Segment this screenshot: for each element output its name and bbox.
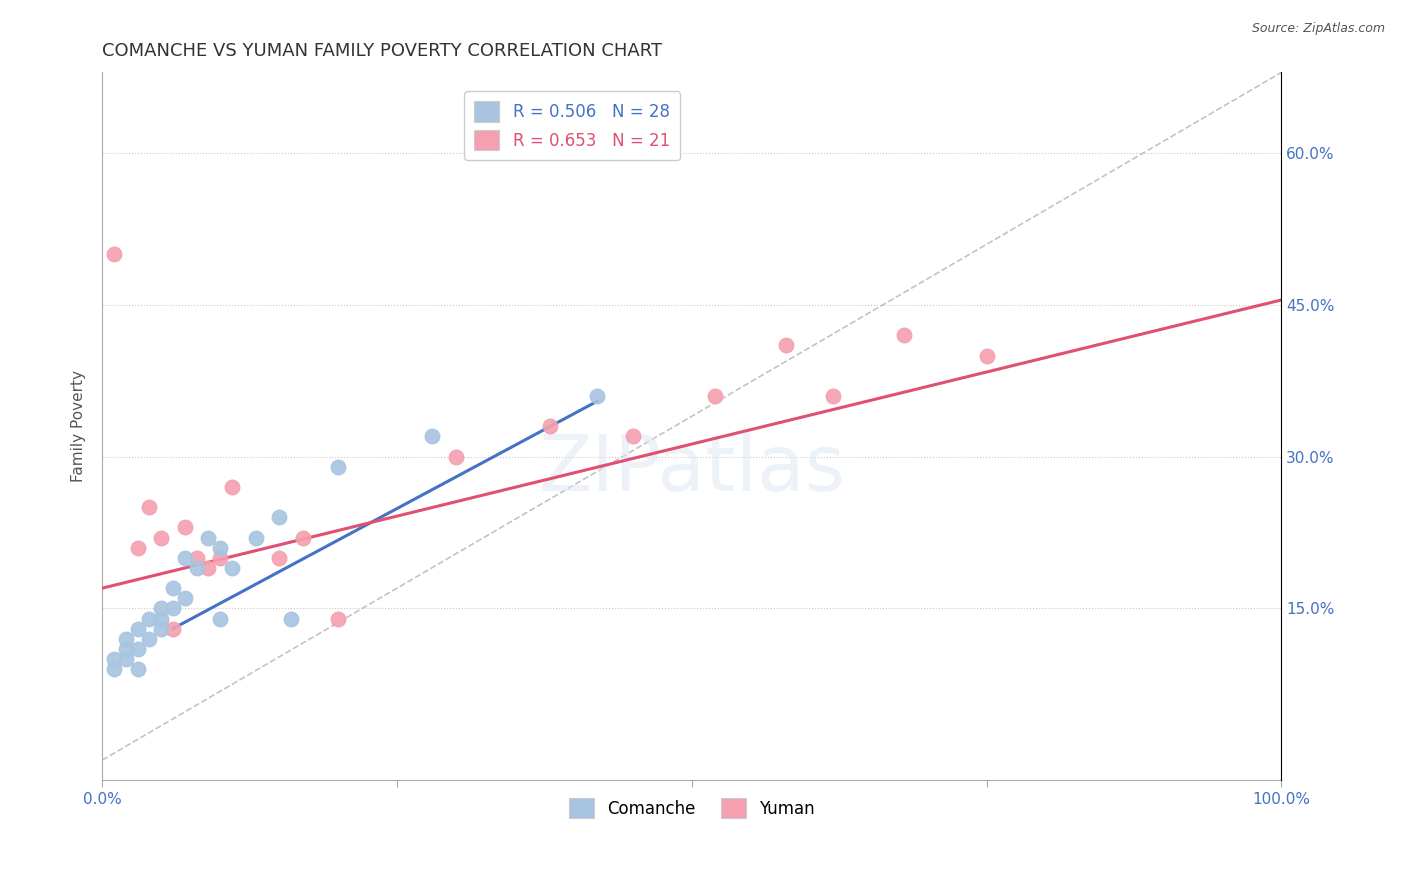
Point bbox=[186, 561, 208, 575]
Point bbox=[150, 622, 173, 636]
Point bbox=[704, 389, 727, 403]
Point bbox=[127, 541, 149, 555]
Point bbox=[586, 389, 609, 403]
Point bbox=[114, 632, 136, 646]
Point bbox=[326, 459, 349, 474]
Text: ZIPatlas: ZIPatlas bbox=[538, 431, 845, 507]
Point bbox=[173, 550, 195, 565]
Point bbox=[221, 561, 243, 575]
Point bbox=[976, 349, 998, 363]
Point bbox=[127, 662, 149, 676]
Point bbox=[245, 531, 267, 545]
Point bbox=[150, 611, 173, 625]
Point bbox=[138, 500, 160, 515]
Point bbox=[138, 632, 160, 646]
Point bbox=[103, 247, 125, 261]
Point bbox=[127, 622, 149, 636]
Point bbox=[209, 550, 232, 565]
Point bbox=[326, 611, 349, 625]
Point bbox=[186, 550, 208, 565]
Point bbox=[267, 550, 290, 565]
Point bbox=[162, 601, 184, 615]
Point bbox=[114, 641, 136, 656]
Point bbox=[221, 480, 243, 494]
Point bbox=[209, 611, 232, 625]
Point bbox=[197, 561, 219, 575]
Point bbox=[197, 531, 219, 545]
Point bbox=[775, 338, 797, 352]
Point bbox=[422, 429, 444, 443]
Point bbox=[103, 652, 125, 666]
Legend: Comanche, Yuman: Comanche, Yuman bbox=[562, 791, 821, 825]
Point bbox=[893, 328, 915, 343]
Point bbox=[280, 611, 302, 625]
Point bbox=[823, 389, 845, 403]
Y-axis label: Family Poverty: Family Poverty bbox=[72, 370, 86, 483]
Point bbox=[162, 581, 184, 595]
Point bbox=[114, 652, 136, 666]
Point bbox=[173, 520, 195, 534]
Point bbox=[150, 531, 173, 545]
Point bbox=[150, 601, 173, 615]
Point bbox=[173, 591, 195, 606]
Point bbox=[538, 419, 561, 434]
Text: COMANCHE VS YUMAN FAMILY POVERTY CORRELATION CHART: COMANCHE VS YUMAN FAMILY POVERTY CORRELA… bbox=[103, 42, 662, 60]
Point bbox=[138, 611, 160, 625]
Point bbox=[103, 662, 125, 676]
Text: Source: ZipAtlas.com: Source: ZipAtlas.com bbox=[1251, 22, 1385, 36]
Point bbox=[267, 510, 290, 524]
Point bbox=[209, 541, 232, 555]
Point bbox=[621, 429, 644, 443]
Point bbox=[127, 641, 149, 656]
Point bbox=[291, 531, 314, 545]
Point bbox=[162, 622, 184, 636]
Point bbox=[444, 450, 467, 464]
